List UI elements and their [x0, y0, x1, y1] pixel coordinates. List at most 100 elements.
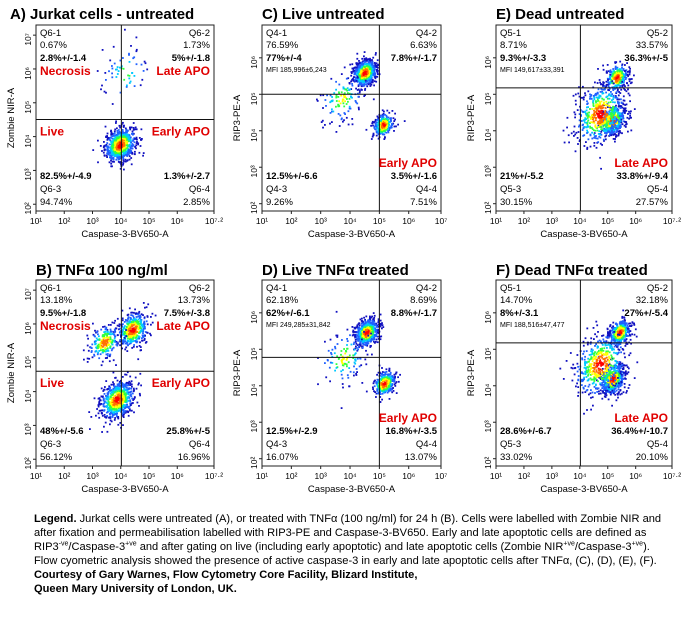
data-point: [611, 82, 614, 85]
data-point: [119, 153, 122, 155]
data-point: [607, 70, 610, 73]
data-point: [383, 389, 385, 391]
data-point: [609, 132, 612, 135]
data-point: [389, 386, 391, 389]
data-point: [377, 318, 380, 321]
data-point: [107, 152, 109, 155]
data-point: [355, 326, 358, 329]
data-point: [101, 150, 103, 152]
data-point: [363, 67, 365, 70]
data-point: [118, 385, 121, 387]
data-point: [125, 332, 127, 335]
data-point: [340, 373, 343, 376]
data-point: [328, 366, 331, 369]
data-point: [360, 328, 363, 330]
data-point: [372, 79, 374, 82]
data-point: [90, 416, 93, 418]
data-point: [605, 71, 608, 74]
data-point: [92, 322, 94, 325]
data-point: [616, 129, 618, 132]
data-point: [329, 380, 331, 383]
data-point: [355, 374, 358, 376]
data-point: [136, 334, 139, 337]
data-point: [365, 63, 368, 66]
data-point: [127, 322, 130, 325]
data-point: [358, 322, 360, 325]
data-point: [121, 156, 123, 159]
data-point: [356, 325, 359, 328]
data-point: [386, 381, 388, 384]
data-point: [113, 133, 116, 135]
data-point: [370, 138, 373, 140]
data-point: [602, 64, 604, 67]
data-point: [368, 317, 371, 320]
data-point: [94, 343, 96, 346]
data-point: [353, 365, 355, 368]
data-point: [101, 431, 103, 433]
data-point: [380, 119, 382, 122]
data-point: [121, 409, 124, 412]
data-point: [322, 94, 325, 97]
data-point: [138, 337, 141, 340]
data-point: [373, 390, 375, 393]
data-point: [110, 150, 113, 152]
data-point: [392, 390, 395, 392]
data-point: [115, 327, 118, 330]
data-point: [366, 64, 369, 67]
data-point: [128, 82, 131, 84]
data-point: [336, 355, 338, 358]
data-point: [121, 139, 124, 141]
data-point: [113, 135, 116, 137]
data-point: [361, 75, 363, 78]
data-point: [139, 325, 141, 328]
data-point: [130, 383, 133, 386]
data-point: [376, 383, 379, 386]
data-point: [340, 407, 343, 409]
data-point: [105, 401, 108, 404]
data-point: [105, 343, 107, 345]
x-tick-label: 10⁴: [343, 216, 356, 226]
data-point: [355, 334, 358, 336]
data-point: [109, 330, 112, 333]
data-point: [124, 410, 127, 412]
data-point: [362, 332, 365, 334]
data-point: [142, 330, 145, 333]
data-point: [116, 344, 119, 347]
data-point: [102, 350, 104, 352]
data-point: [361, 337, 364, 339]
data-point: [355, 346, 358, 349]
data-point: [119, 126, 121, 129]
data-point: [124, 400, 127, 403]
data-point: [364, 341, 367, 344]
data-point: [116, 317, 119, 320]
data-point: [621, 64, 623, 67]
data-point: [342, 87, 345, 90]
data-point: [103, 425, 105, 428]
data-point: [364, 79, 367, 82]
data-point: [103, 393, 106, 395]
y-tick-label: 10⁷: [23, 288, 33, 301]
data-point: [127, 405, 129, 408]
data-point: [605, 85, 608, 87]
data-point: [132, 387, 135, 390]
data-point: [100, 88, 102, 91]
data-point: [346, 365, 348, 368]
data-point: [125, 401, 128, 404]
data-point: [351, 334, 354, 337]
region-label: Live: [40, 376, 64, 390]
data-point: [348, 107, 351, 110]
data-point: [372, 132, 375, 135]
data-point: [388, 377, 390, 380]
data-point: [132, 402, 134, 404]
data-point: [361, 323, 363, 325]
data-point: [142, 332, 144, 334]
data-point: [383, 128, 385, 131]
data-point: [103, 341, 106, 343]
data-point: [136, 345, 138, 348]
data-point: [372, 338, 375, 341]
data-point: [621, 106, 624, 109]
data-point: [130, 332, 133, 335]
data-point: [375, 62, 378, 65]
data-point: [95, 414, 97, 417]
data-point: [142, 302, 145, 304]
